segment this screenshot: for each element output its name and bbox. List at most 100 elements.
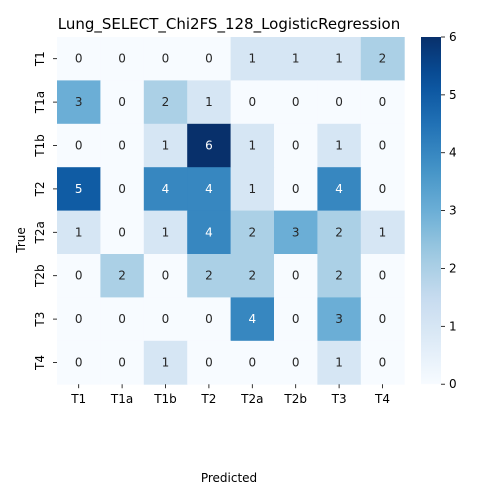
cell-value-label: 0 <box>379 182 387 196</box>
x-axis-ticks: T1 T1a T1b T2 T2a T2b T3 T4 <box>70 384 390 406</box>
cell-value-label: 1 <box>205 95 213 109</box>
heatmap-cell <box>360 37 405 81</box>
heatmap-cell <box>57 123 101 168</box>
cell-value-label: 1 <box>248 182 256 196</box>
heatmap-cell <box>274 210 318 255</box>
heatmap-cell <box>187 37 232 81</box>
x-tick-label: T2a <box>240 392 263 406</box>
y-axis-ticks: T1 T1a T1b T2 T2a T2b T3 T4 <box>33 51 57 371</box>
heatmap-cells: 0 0 0 0 1 1 1 23 0 2 1 0 0 0 00 0 1 6 1 0 1 05 0 4 4 1 0 4 01 0 1 4 2 3 2 1… <box>57 37 405 385</box>
heatmap-cell <box>317 210 362 255</box>
x-tick-label: T2b <box>283 392 307 406</box>
heatmap-cell <box>274 167 318 212</box>
cell-value-label: 2 <box>118 269 126 283</box>
colorbar-tick-label: 0 <box>449 377 457 391</box>
cell-value-label: 0 <box>248 95 256 109</box>
colorbar-tick-label: 3 <box>449 204 457 218</box>
cell-value-label: 5 <box>75 182 83 196</box>
heatmap-cell <box>187 297 232 342</box>
cell-value-label: 2 <box>248 225 256 239</box>
colorbar-ticks: 0 1 2 3 4 5 6 <box>441 30 457 391</box>
heatmap-cell <box>230 37 275 81</box>
cell-value-label: 0 <box>75 269 83 283</box>
cell-value-label: 1 <box>162 356 170 370</box>
cell-value-label: 2 <box>379 52 387 66</box>
heatmap-cell <box>57 254 101 298</box>
heatmap-cell <box>143 80 188 125</box>
heatmap-cell <box>274 80 318 125</box>
cell-value-label: 0 <box>162 312 170 326</box>
cell-value-label: 0 <box>205 312 213 326</box>
y-tick-label: T2b <box>33 264 47 288</box>
cell-value-label: 3 <box>75 95 83 109</box>
heatmap-cell <box>187 167 232 212</box>
heatmap-cell <box>317 340 362 385</box>
cell-value-label: 0 <box>118 225 126 239</box>
heatmap-cell <box>360 297 405 342</box>
y-tick-label: T1b <box>33 134 47 158</box>
heatmap-cell <box>230 254 275 298</box>
heatmap-cell <box>274 297 318 342</box>
colorbar-tick-label: 4 <box>449 146 457 160</box>
cell-value-label: 0 <box>118 312 126 326</box>
heatmap-cell <box>317 123 362 168</box>
heatmap-cell <box>57 210 101 255</box>
cell-value-label: 6 <box>205 139 213 153</box>
heatmap-cell <box>274 37 318 81</box>
heatmap-cell <box>143 37 188 81</box>
cell-value-label: 4 <box>205 182 213 196</box>
heatmap-cell <box>360 210 405 255</box>
cell-value-label: 0 <box>292 139 300 153</box>
cell-value-label: 2 <box>248 269 256 283</box>
heatmap-cell <box>360 340 405 385</box>
heatmap-cell <box>317 37 362 81</box>
y-tick-label: T3 <box>33 312 47 328</box>
heatmap-cell <box>143 210 188 255</box>
heatmap-cell <box>187 254 232 298</box>
heatmap-cell <box>187 123 232 168</box>
cell-value-label: 0 <box>162 269 170 283</box>
cell-value-label: 0 <box>205 356 213 370</box>
heatmap-cell <box>100 254 145 298</box>
cell-value-label: 1 <box>162 225 170 239</box>
heatmap-cell <box>360 254 405 298</box>
heatmap-cell <box>57 340 101 385</box>
y-axis-label: True <box>14 227 28 254</box>
cell-value-label: 0 <box>118 356 126 370</box>
cell-value-label: 4 <box>335 182 343 196</box>
cell-value-label: 2 <box>162 95 170 109</box>
cell-value-label: 0 <box>75 356 83 370</box>
heatmap-cell <box>187 210 232 255</box>
heatmap-cell <box>317 254 362 298</box>
cell-value-label: 4 <box>162 182 170 196</box>
heatmap-cell <box>100 167 145 212</box>
heatmap-cell <box>57 167 101 212</box>
cell-value-label: 0 <box>379 95 387 109</box>
cell-value-label: 0 <box>75 52 83 66</box>
heatmap-cell <box>360 123 405 168</box>
cell-value-label: 2 <box>205 269 213 283</box>
heatmap-cell <box>143 254 188 298</box>
colorbar-tick-label: 6 <box>449 30 457 44</box>
x-tick-label: T1a <box>110 392 133 406</box>
y-tick-label: T1a <box>33 91 47 114</box>
cell-value-label: 3 <box>292 225 300 239</box>
cell-value-label: 1 <box>379 225 387 239</box>
heatmap-cell <box>230 80 275 125</box>
colorbar-tick-label: 1 <box>449 319 457 333</box>
cell-value-label: 1 <box>335 356 343 370</box>
y-tick-label: T2a <box>33 221 47 244</box>
chart-title: Lung_SELECT_Chi2FS_128_LogisticRegressio… <box>58 15 400 34</box>
x-tick-label: T3 <box>331 392 347 406</box>
cell-value-label: 4 <box>205 225 213 239</box>
y-tick-label: T2 <box>33 181 47 197</box>
cell-value-label: 0 <box>118 52 126 66</box>
cell-value-label: 3 <box>335 312 343 326</box>
cell-value-label: 0 <box>75 139 83 153</box>
cell-value-label: 0 <box>292 95 300 109</box>
cell-value-label: 0 <box>205 52 213 66</box>
cell-value-label: 0 <box>292 312 300 326</box>
cell-value-label: 4 <box>248 312 256 326</box>
heatmap-cell <box>230 123 275 168</box>
